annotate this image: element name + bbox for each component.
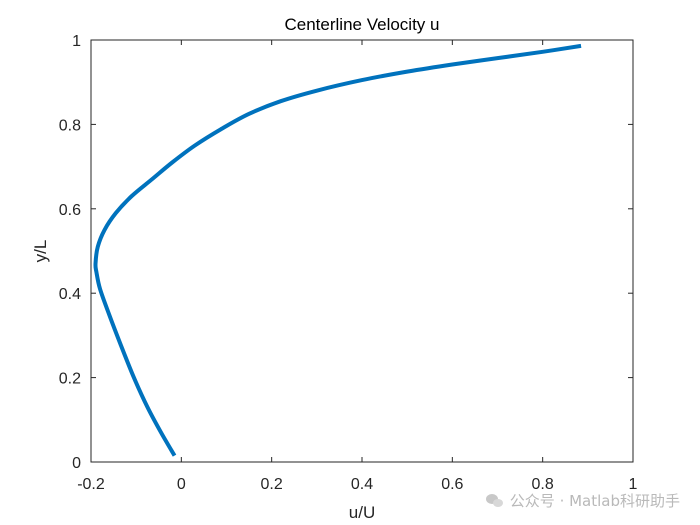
y-tick-label: 0.2 bbox=[59, 371, 81, 388]
x-axis: -0.2 0 0.2 0.4 0.6 0.8 1 bbox=[77, 40, 638, 493]
y-axis-label: y/L bbox=[31, 240, 50, 263]
y-axis: 0 0.2 0.4 0.6 0.8 1 bbox=[59, 33, 633, 472]
x-tick-label: 1 bbox=[629, 476, 638, 493]
x-tick-label: 0.4 bbox=[351, 476, 373, 493]
watermark: 公众号 · Matlab科研助手 bbox=[485, 490, 680, 511]
x-tick-label: 0 bbox=[177, 476, 186, 493]
x-axis-label: u/U bbox=[349, 503, 375, 522]
x-tick-label: 0.6 bbox=[441, 476, 463, 493]
y-tick-label: 0.8 bbox=[59, 117, 81, 134]
x-tick-label: 0.8 bbox=[532, 476, 554, 493]
plot-area bbox=[91, 40, 633, 462]
y-tick-label: 0.6 bbox=[59, 202, 81, 219]
wechat-icon bbox=[485, 493, 504, 508]
series-layer bbox=[93, 43, 582, 457]
watermark-text: 公众号 · Matlab科研助手 bbox=[509, 492, 680, 510]
x-tick-label: 0.2 bbox=[261, 476, 283, 493]
series-line bbox=[93, 43, 582, 457]
y-tick-label: 0 bbox=[72, 455, 81, 472]
y-tick-label: 1 bbox=[72, 33, 81, 50]
chart-title: Centerline Velocity u bbox=[285, 15, 440, 34]
x-tick-label: -0.2 bbox=[77, 476, 105, 493]
y-tick-label: 0.4 bbox=[59, 286, 81, 303]
